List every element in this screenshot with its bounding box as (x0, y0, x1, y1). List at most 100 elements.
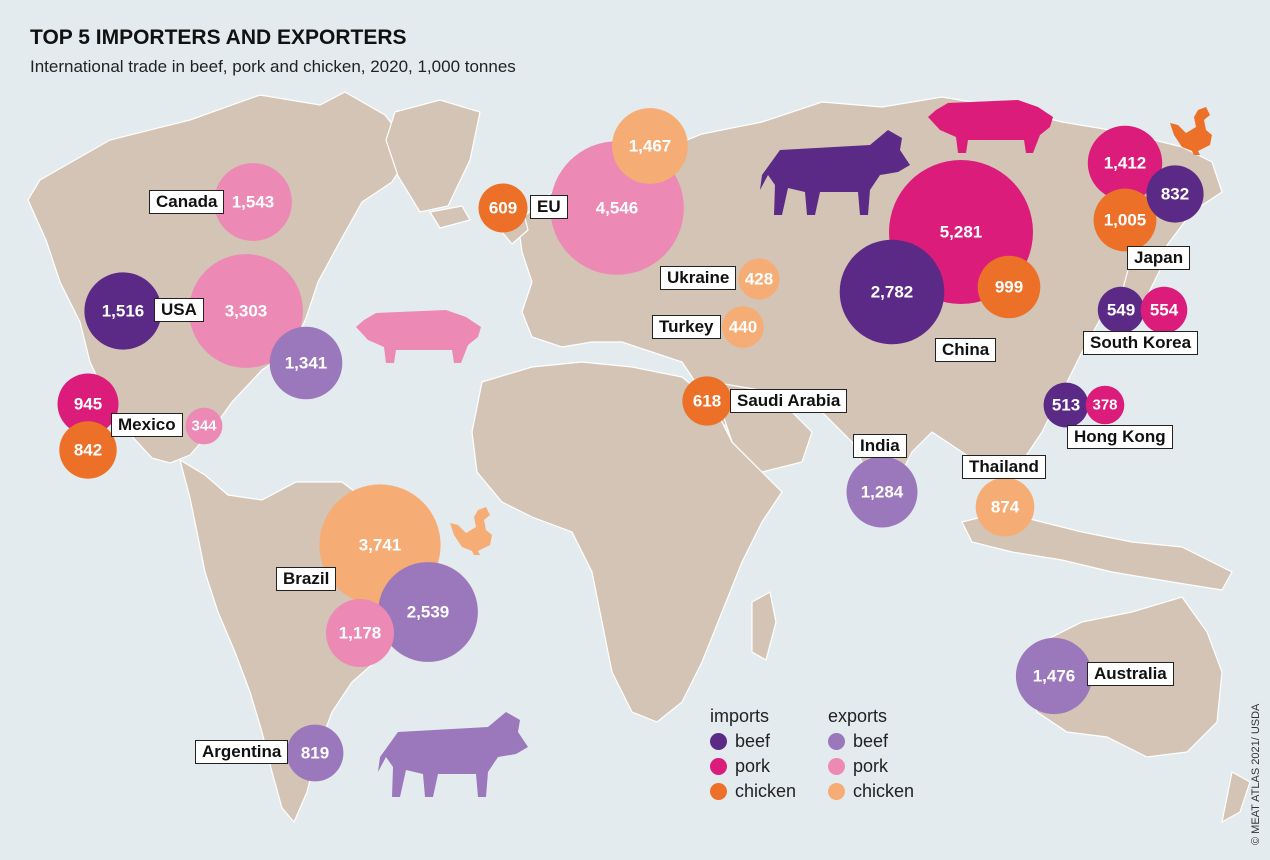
country-label-eu: EU (530, 195, 568, 219)
bubble-value: 618 (693, 392, 721, 411)
bubble-mexico-imports-chicken: 842 (59, 421, 117, 479)
bubble-circle (846, 456, 918, 528)
legend-item: beef (828, 729, 948, 754)
bubble-circle (326, 599, 394, 667)
bubble-value: 1,543 (232, 193, 275, 212)
chicken-icon (450, 507, 492, 555)
bubble-value: 2,782 (871, 283, 914, 302)
bubble-circle (682, 376, 732, 426)
bubble-value: 999 (995, 278, 1023, 297)
legend-swatch (710, 758, 727, 775)
bubble-brazil-exports-pork: 1,178 (326, 599, 394, 667)
bubble-circle (185, 407, 223, 445)
legend-swatch (828, 783, 845, 800)
bubble-circle (269, 326, 343, 400)
bubble-value: 1,412 (1104, 154, 1147, 173)
legend-swatch (828, 733, 845, 750)
bubble-ukraine-exports-chicken: 428 (738, 258, 780, 300)
bubble-argentina-exports-beef: 819 (286, 724, 344, 782)
bubble-value: 819 (301, 744, 329, 763)
legend-item: chicken (710, 779, 830, 804)
land-iceland (429, 205, 471, 229)
bubble-eu-imports-chicken: 609 (478, 183, 528, 233)
bubble-value: 428 (745, 270, 773, 289)
legend-imports-heading: imports (710, 706, 770, 726)
bubble-value: 513 (1052, 396, 1080, 415)
bubble-value: 554 (1150, 301, 1179, 320)
bubble-circle (378, 562, 478, 662)
bubble-value: 874 (991, 498, 1020, 517)
bubble-china-imports-chicken: 999 (977, 255, 1041, 319)
country-label-usa: USA (154, 298, 204, 322)
bubble-value: 1,467 (629, 137, 672, 156)
bubble-south-korea-imports-beef: 549 (1097, 286, 1145, 334)
bubble-value: 842 (74, 441, 102, 460)
bubble-circle (612, 108, 688, 184)
bubble-value: 4,546 (596, 199, 639, 218)
bubble-mexico-imports-pork: 945 (57, 373, 119, 435)
bubble-japan-imports-chicken: 1,005 (1093, 188, 1157, 252)
bubble-circle (1085, 385, 1125, 425)
bubble-value: 832 (1161, 185, 1189, 204)
bubble-circle (59, 421, 117, 479)
bubble-value: 3,303 (225, 302, 268, 321)
land-new-zealand (1221, 771, 1251, 824)
bubble-australia-exports-beef: 1,476 (1015, 637, 1093, 715)
bubble-layer: 1,543 609 4,546 1,467 1,516 3,303 1,341 945 842 3… (57, 108, 1204, 782)
bubble-china-imports-beef: 2,782 (839, 239, 945, 345)
bubble-circle (1146, 165, 1204, 223)
cow-icon (378, 712, 528, 797)
bubble-value: 1,284 (861, 483, 904, 502)
bubble-value: 378 (1092, 397, 1117, 414)
legend-label: pork (853, 756, 889, 776)
bubble-circle (1015, 637, 1093, 715)
bubble-value: 945 (74, 395, 102, 414)
country-label-saudi-arabia: Saudi Arabia (730, 389, 848, 413)
bubble-value: 440 (729, 318, 757, 337)
bubble-usa-exports-pork: 3,303 (189, 254, 303, 368)
bubble-japan-imports-beef: 832 (1146, 165, 1204, 223)
bubble-south-korea-imports-pork: 554 (1140, 286, 1188, 334)
bubble-usa-imports-beef: 1,516 (84, 272, 162, 350)
bubble-value: 549 (1107, 301, 1135, 320)
bubble-mexico-exports-pork: 344 (185, 407, 223, 445)
bubble-india-exports-beef: 1,284 (846, 456, 918, 528)
pig-icon (356, 310, 481, 363)
bubble-value: 609 (489, 199, 517, 218)
country-label-mexico: Mexico (111, 413, 183, 437)
country-label-brazil: Brazil (276, 567, 337, 591)
country-label-argentina: Argentina (195, 740, 289, 764)
legend-swatch (710, 733, 727, 750)
bubble-circle (84, 272, 162, 350)
bubble-value: 1,341 (285, 354, 328, 373)
bubble-brazil-exports-beef: 2,539 (378, 562, 478, 662)
bubble-value: 344 (191, 418, 217, 435)
bubble-circle (1140, 286, 1188, 334)
bubble-circle (722, 306, 764, 348)
bubble-value: 5,281 (940, 223, 983, 242)
country-label-south-korea: South Korea (1083, 331, 1199, 355)
bubble-circle (57, 373, 119, 435)
bubble-value: 1,476 (1033, 667, 1076, 686)
bubble-circle (738, 258, 780, 300)
bubble-circle (1087, 125, 1163, 201)
credit-line: © MEAT ATLAS 2021/ USDA (1250, 703, 1262, 845)
land-greenland (385, 99, 481, 213)
bubble-hong-kong-imports-pork: 378 (1085, 385, 1125, 425)
country-label-turkey: Turkey (652, 315, 721, 339)
legend-imports: imports beef pork chicken (710, 705, 830, 804)
legend-label: beef (853, 731, 889, 751)
bubble-value: 1,516 (102, 302, 145, 321)
map-title: TOP 5 IMPORTERS AND EXPORTERS (30, 26, 407, 49)
legend-label: chicken (853, 781, 915, 801)
cow-icon (760, 130, 910, 215)
pig-icon (928, 100, 1053, 153)
bubble-canada-exports-pork: 1,543 (214, 163, 292, 241)
land-madagascar (751, 591, 777, 661)
bubble-circle (478, 183, 528, 233)
map-subtitle: International trade in beef, pork and ch… (30, 57, 516, 76)
bubble-circle (977, 255, 1041, 319)
legend-label: pork (735, 756, 771, 776)
country-label-ukraine: Ukraine (660, 266, 737, 290)
bubble-circle (286, 724, 344, 782)
